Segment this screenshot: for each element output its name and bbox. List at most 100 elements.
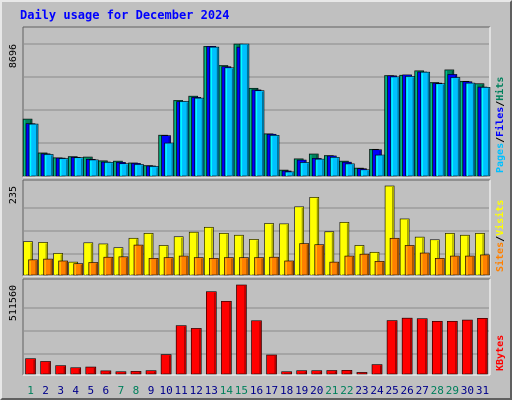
- bar-kbytes-day-31: [477, 318, 488, 375]
- bar-visits-day-29: [445, 233, 455, 276]
- bar-kbytes-day-12: [190, 328, 202, 375]
- bar-kbytes-day-6: [100, 370, 112, 375]
- bar-pages-day-13: [209, 46, 220, 177]
- bar-visits-day-18: [279, 223, 289, 276]
- bar-pages-day-29: [450, 77, 461, 177]
- bar-pages-day-8: [134, 164, 144, 177]
- bar-sites-day-12: [193, 257, 204, 276]
- bar-pages-day-11: [179, 101, 189, 177]
- chart-title: Daily usage for December 2024: [20, 8, 230, 22]
- bar-kbytes-day-27: [416, 318, 428, 375]
- bar-visits-day-20: [309, 197, 320, 276]
- bar-pages-day-21: [330, 157, 340, 177]
- bar-pages-day-10: [164, 142, 174, 177]
- bar-kbytes-day-25: [386, 320, 398, 375]
- legend-top: Pages/Files/Hits: [494, 77, 506, 173]
- bar-kbytes-day-21: [326, 370, 338, 375]
- x-label-day-21: 21: [325, 384, 338, 397]
- x-label-day-12: 12: [190, 384, 203, 397]
- bar-kbytes-day-17: [266, 354, 277, 375]
- bar-kbytes-day-2: [40, 361, 51, 375]
- bar-pages-day-18: [284, 171, 295, 177]
- x-label-day-20: 20: [310, 384, 323, 397]
- bar-kbytes-day-11: [175, 325, 187, 375]
- bar-visits-day-14: [219, 233, 229, 276]
- legend-middle: Sites/Visits: [494, 200, 506, 272]
- bar-pages-day-19: [299, 162, 310, 177]
- bar-sites-day-25: [389, 237, 400, 276]
- bar-pages-day-7: [119, 163, 129, 177]
- x-label-day-6: 6: [103, 384, 110, 397]
- bar-pages-day-23: [360, 169, 370, 177]
- bar-sites-day-18: [284, 260, 294, 276]
- bar-sites-day-13: [209, 258, 219, 276]
- bar-kbytes-day-5: [85, 366, 97, 375]
- bar-sites-day-24: [374, 261, 385, 276]
- bar-sites-day-15: [239, 257, 249, 276]
- bar-sites-day-19: [299, 243, 309, 276]
- bar-kbytes-day-26: [401, 317, 413, 375]
- x-label-day-27: 27: [416, 384, 429, 397]
- x-label-day-29: 29: [446, 384, 459, 397]
- bar-kbytes-day-16: [251, 320, 262, 375]
- panel-middle: 235 Sites/Visits: [8, 179, 506, 277]
- bar-visits-day-30: [460, 234, 470, 276]
- x-label-day-15: 15: [235, 384, 248, 397]
- bar-kbytes-day-24: [371, 364, 383, 375]
- bar-sites-day-10: [163, 257, 174, 276]
- bars-top: [22, 43, 491, 177]
- bar-pages-day-1: [28, 123, 39, 177]
- x-label-day-2: 2: [42, 384, 49, 397]
- x-label-day-7: 7: [118, 384, 125, 397]
- bar-sites-day-23: [359, 253, 370, 276]
- x-label-day-9: 9: [148, 384, 155, 397]
- x-label-day-18: 18: [280, 384, 293, 397]
- bar-sites-day-31: [480, 254, 490, 276]
- bar-sites-day-3: [58, 260, 68, 276]
- bar-kbytes-day-9: [145, 370, 157, 375]
- bar-sites-day-7: [118, 256, 129, 276]
- panel-bottom: 511560 KBytes: [8, 278, 506, 376]
- bar-kbytes-day-8: [130, 371, 142, 375]
- x-label-day-5: 5: [87, 384, 94, 397]
- bar-sites-day-22: [344, 255, 355, 276]
- bar-pages-day-27: [420, 71, 431, 177]
- bar-sites-day-11: [178, 255, 189, 276]
- bar-pages-day-14: [224, 67, 235, 177]
- bar-sites-day-1: [28, 259, 38, 276]
- x-label-day-10: 10: [159, 384, 172, 397]
- bars-middle: [23, 185, 490, 276]
- bar-kbytes-day-22: [341, 370, 353, 375]
- x-label-day-14: 14: [220, 384, 234, 397]
- bar-visits-day-13: [204, 226, 214, 276]
- bar-sites-day-16: [254, 257, 264, 276]
- legend-item-visits: Visits: [494, 200, 506, 236]
- bar-pages-day-9: [149, 166, 159, 177]
- x-label-day-22: 22: [340, 384, 353, 397]
- x-label-day-16: 16: [250, 384, 263, 397]
- bar-sites-day-14: [224, 257, 234, 276]
- x-label-day-11: 11: [175, 384, 188, 397]
- bar-sites-day-2: [43, 258, 53, 276]
- x-label-day-25: 25: [385, 384, 398, 397]
- bar-pages-day-6: [104, 162, 114, 177]
- bar-pages-day-31: [480, 87, 491, 177]
- bars-bottom: [25, 284, 488, 375]
- bar-sites-day-21: [329, 261, 340, 276]
- bar-pages-day-17: [269, 135, 280, 177]
- bar-kbytes-day-30: [462, 319, 473, 375]
- x-label-day-8: 8: [133, 384, 140, 397]
- bar-sites-day-9: [148, 258, 159, 276]
- bar-visits-day-12: [188, 231, 199, 276]
- bar-kbytes-day-10: [160, 354, 172, 375]
- bar-kbytes-day-29: [447, 320, 458, 375]
- bar-visits-day-15: [234, 234, 244, 276]
- legend-item-kbytes: KBytes: [495, 335, 506, 371]
- x-label-day-13: 13: [205, 384, 218, 397]
- x-label-day-26: 26: [401, 384, 414, 397]
- bar-visits-day-25: [384, 185, 395, 276]
- x-label-day-17: 17: [265, 384, 278, 397]
- x-label-day-30: 30: [461, 384, 474, 397]
